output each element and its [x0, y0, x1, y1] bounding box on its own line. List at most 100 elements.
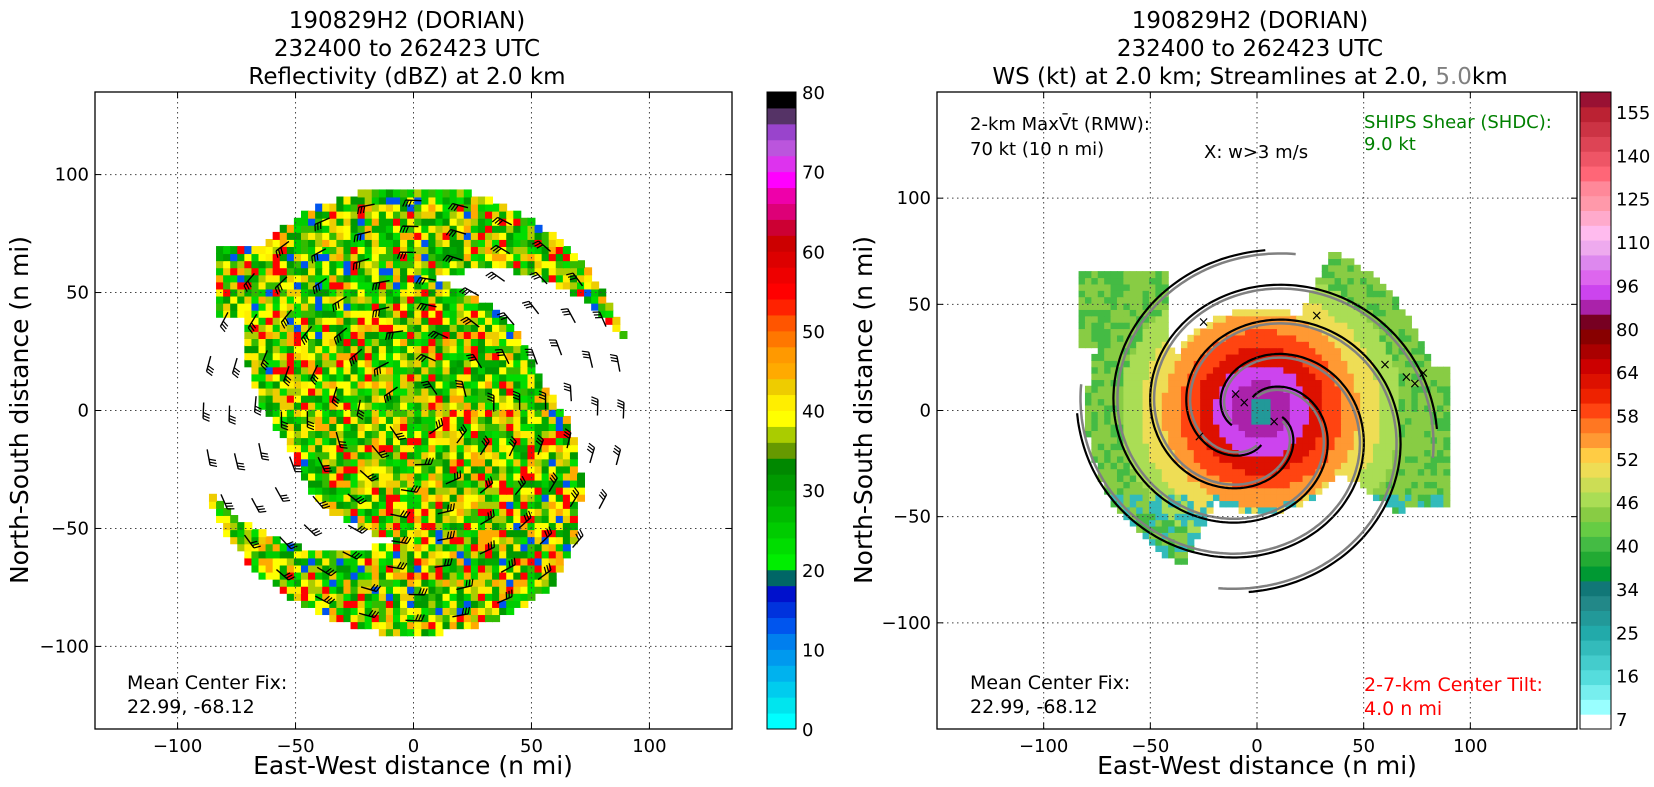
- reflectivity-cell: [286, 231, 295, 240]
- reflectivity-cell: [300, 288, 309, 297]
- wind-barb-flag: [274, 287, 279, 295]
- wind-speed-cell: [1225, 353, 1233, 361]
- wind-speed-cell: [1168, 398, 1176, 406]
- wind-speed-cell: [1091, 443, 1099, 451]
- reflectivity-cell: [279, 302, 288, 311]
- reflectivity-cell: [555, 550, 564, 559]
- reflectivity-cell: [244, 529, 253, 538]
- reflectivity-cell: [385, 628, 394, 637]
- reflectivity-cell: [442, 529, 451, 538]
- wind-speed-cell: [1110, 474, 1118, 482]
- reflectivity-cell: [400, 571, 409, 580]
- reflectivity-cell: [279, 578, 288, 587]
- reflectivity-cell: [477, 479, 486, 488]
- wind-speed-cell: [1289, 455, 1297, 463]
- wind-speed-cell: [1443, 430, 1451, 438]
- reflectivity-cell: [350, 210, 359, 219]
- wind-speed-cell: [1417, 468, 1425, 476]
- reflectivity-cell: [414, 614, 423, 623]
- reflectivity-cell: [378, 345, 387, 354]
- reflectivity-cell: [308, 345, 317, 354]
- wind-speed-cell: [1257, 506, 1265, 514]
- reflectivity-cell: [407, 543, 416, 552]
- reflectivity-cell: [279, 408, 288, 417]
- reflectivity-cell: [527, 592, 536, 601]
- wind-speed-cell: [1174, 545, 1182, 553]
- reflectivity-cell: [300, 380, 309, 389]
- wind-barb-flag: [546, 564, 550, 572]
- reflectivity-cell: [548, 536, 557, 545]
- reflectivity-cell: [428, 274, 437, 283]
- wind-speed-cell: [1129, 487, 1137, 495]
- reflectivity-cell: [293, 571, 302, 580]
- reflectivity-cell: [407, 231, 416, 240]
- wind-barb-flag: [361, 528, 369, 534]
- wind-barb-flag: [276, 285, 281, 293]
- reflectivity-cell: [357, 479, 366, 488]
- wind-speed-cell: [1321, 474, 1329, 482]
- wind-barb-flag: [494, 348, 502, 351]
- reflectivity-cell: [251, 536, 260, 545]
- wind-barb-flag: [338, 441, 346, 443]
- wind-speed-cell: [1148, 468, 1156, 476]
- reflectivity-cell: [499, 515, 508, 524]
- wind-speed-cell: [1232, 494, 1240, 502]
- reflectivity-cell: [442, 373, 451, 382]
- reflectivity-cell: [513, 451, 522, 460]
- wind-speed-cell: [1392, 315, 1400, 323]
- wind-speed-cell: [1142, 271, 1150, 279]
- reflectivity-cell: [605, 302, 614, 311]
- wind-speed-cell: [1116, 385, 1124, 393]
- reflectivity-cell: [322, 401, 331, 410]
- wind-speed-cell: [1123, 302, 1131, 310]
- reflectivity-cell: [364, 564, 373, 573]
- reflectivity-cell: [308, 592, 317, 601]
- reflectivity-cell: [534, 515, 543, 524]
- reflectivity-cell: [407, 536, 416, 545]
- reflectivity-cell: [506, 465, 515, 474]
- reflectivity-cell: [322, 479, 331, 488]
- wind-speed-cell: [1411, 430, 1419, 438]
- reflectivity-cell: [364, 486, 373, 495]
- reflectivity-cell: [286, 550, 295, 559]
- reflectivity-cell: [421, 238, 430, 247]
- wind-speed-cell: [1168, 532, 1176, 540]
- reflectivity-cell: [357, 415, 366, 424]
- reflectivity-cell: [392, 316, 401, 325]
- reflectivity-cell: [520, 246, 529, 255]
- wind-speed-cell: [1353, 443, 1361, 451]
- reflectivity-cell: [421, 472, 430, 481]
- reflectivity-cell: [513, 423, 522, 432]
- wind-speed-cell: [1340, 462, 1348, 470]
- wind-speed-cell: [1372, 468, 1380, 476]
- wind-speed-cell: [1123, 436, 1131, 444]
- reflectivity-cell: [548, 451, 557, 460]
- wind-speed-cell: [1174, 449, 1182, 457]
- wind-speed-cell: [1251, 347, 1259, 355]
- wind-speed-cell: [1116, 277, 1124, 285]
- reflectivity-cell: [428, 331, 437, 340]
- reflectivity-cell: [300, 444, 309, 453]
- wind-speed-cell: [1321, 436, 1329, 444]
- wind-speed-cell: [1110, 455, 1118, 463]
- wind-barb-flag: [461, 607, 465, 616]
- reflectivity-cell: [364, 465, 373, 474]
- wind-barb-flag: [591, 399, 599, 404]
- wind-speed-cell: [1097, 462, 1105, 470]
- wind-speed-cell: [1238, 443, 1246, 451]
- reflectivity-cell: [350, 607, 359, 616]
- reflectivity-cell: [371, 217, 380, 226]
- reflectivity-cell: [336, 472, 345, 481]
- wind-speed-cell: [1206, 436, 1214, 444]
- reflectivity-cell: [435, 224, 444, 233]
- wind-speed-cell: [1232, 392, 1240, 400]
- wind-speed-cell: [1289, 494, 1297, 502]
- wind-speed-cell: [1379, 423, 1387, 431]
- wind-barb-flag: [390, 332, 394, 340]
- wind-barb-flag: [275, 250, 279, 258]
- reflectivity-cell: [456, 557, 465, 566]
- reflectivity-cell: [308, 557, 317, 566]
- wind-speed-cell: [1187, 462, 1195, 470]
- wind-speed-cell: [1104, 366, 1112, 374]
- wind-speed-cell: [1232, 404, 1240, 412]
